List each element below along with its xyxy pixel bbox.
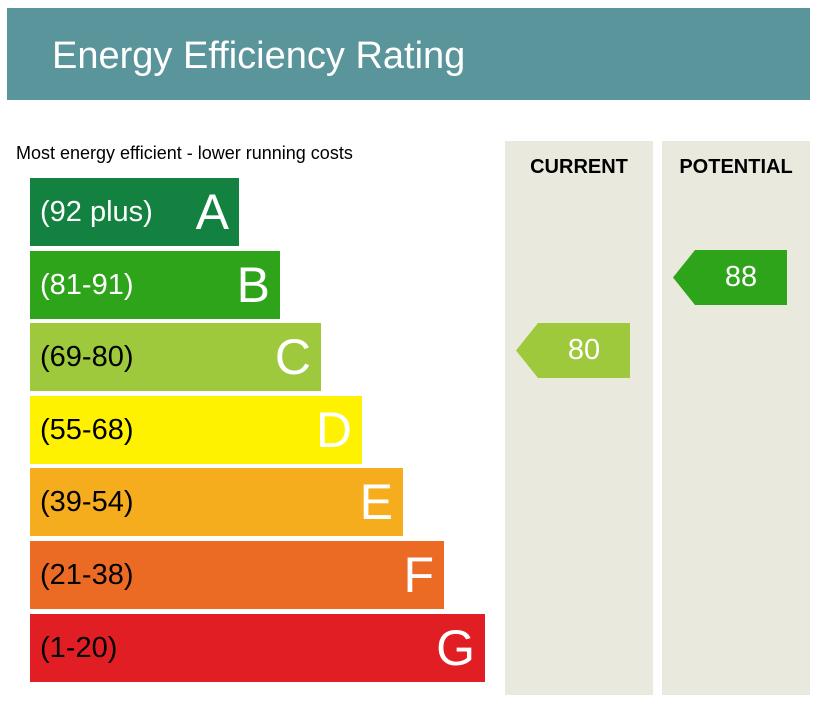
band-a: (92 plus) A <box>30 178 239 246</box>
chart-title: Energy Efficiency Rating <box>52 35 466 77</box>
current-rating-arrow-shape <box>516 322 630 378</box>
band-letter: D <box>315 401 352 458</box>
current-column-header: CURRENT <box>530 156 628 178</box>
potential-column-header: POTENTIAL <box>679 156 793 178</box>
band-letter: C <box>274 329 311 386</box>
current-rating-arrow-marker <box>516 322 630 378</box>
band-c: (69-80) C <box>30 323 321 392</box>
band-range-label: (92 plus) <box>40 196 153 228</box>
potential-rating-arrow-marker <box>673 250 787 306</box>
band-range-label: (69-80) <box>40 341 134 374</box>
band-range-label: (1-20) <box>40 631 118 664</box>
current-rating-arrow: 80 <box>516 322 630 378</box>
band-letter: F <box>403 547 434 603</box>
potential-rating-arrow-value: 88 <box>724 261 758 294</box>
current-rating-arrow-value: 80 <box>567 333 601 366</box>
band-range-label: (21-38) <box>40 559 134 591</box>
band-b: (81-91) B <box>30 250 280 319</box>
potential-column: POTENTIAL <box>662 141 810 695</box>
scale-top-label: Most energy efficient - lower running co… <box>16 143 353 163</box>
band-f: (21-38) F <box>30 541 444 609</box>
band-letter: A <box>195 184 229 240</box>
current-column: CURRENT <box>505 141 653 695</box>
band-letter: G <box>436 619 475 676</box>
band-range-label: (39-54) <box>40 486 134 519</box>
band-d: (55-68) D <box>30 395 362 464</box>
band-letter: E <box>359 474 393 531</box>
potential-rating-arrow-shape <box>673 250 787 306</box>
band-e: (39-54) E <box>30 468 403 537</box>
band-range-label: (55-68) <box>40 413 134 446</box>
band-range-label: (81-91) <box>40 268 134 301</box>
potential-rating-arrow: 88 <box>673 250 787 306</box>
band-letter: B <box>236 256 270 313</box>
header-banner: Energy Efficiency Rating <box>7 8 810 100</box>
band-g: (1-20) G <box>30 613 485 682</box>
